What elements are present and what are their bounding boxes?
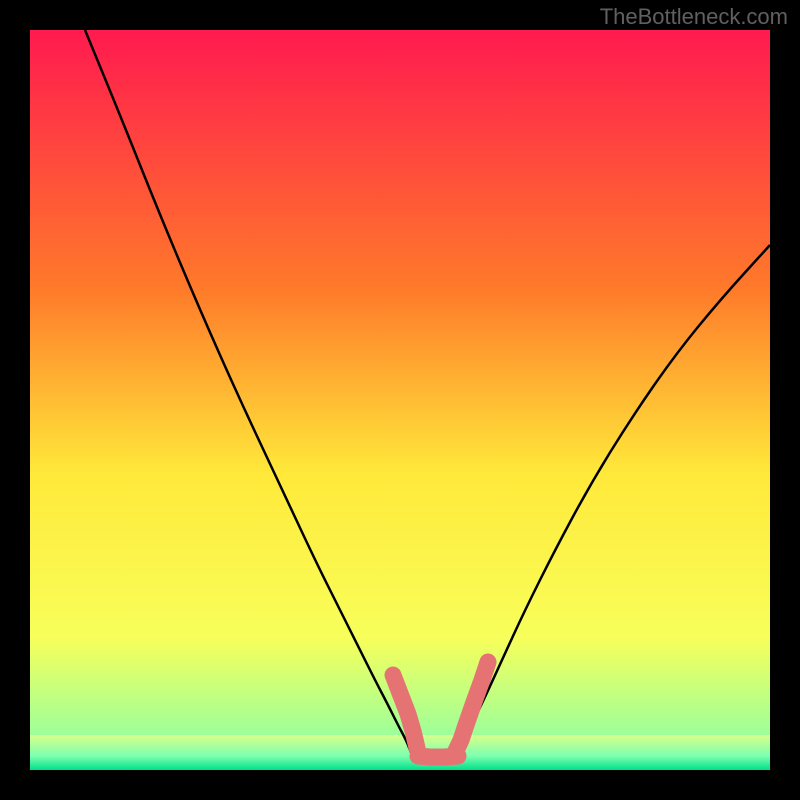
plot-area <box>30 30 770 770</box>
coral-overlay-group <box>393 662 488 757</box>
chart-frame: TheBottleneck.com <box>0 0 800 800</box>
watermark-text: TheBottleneck.com <box>600 4 788 30</box>
coral-overlay-2 <box>454 662 488 755</box>
v-curve-line <box>85 30 770 757</box>
curve-layer <box>30 30 770 770</box>
